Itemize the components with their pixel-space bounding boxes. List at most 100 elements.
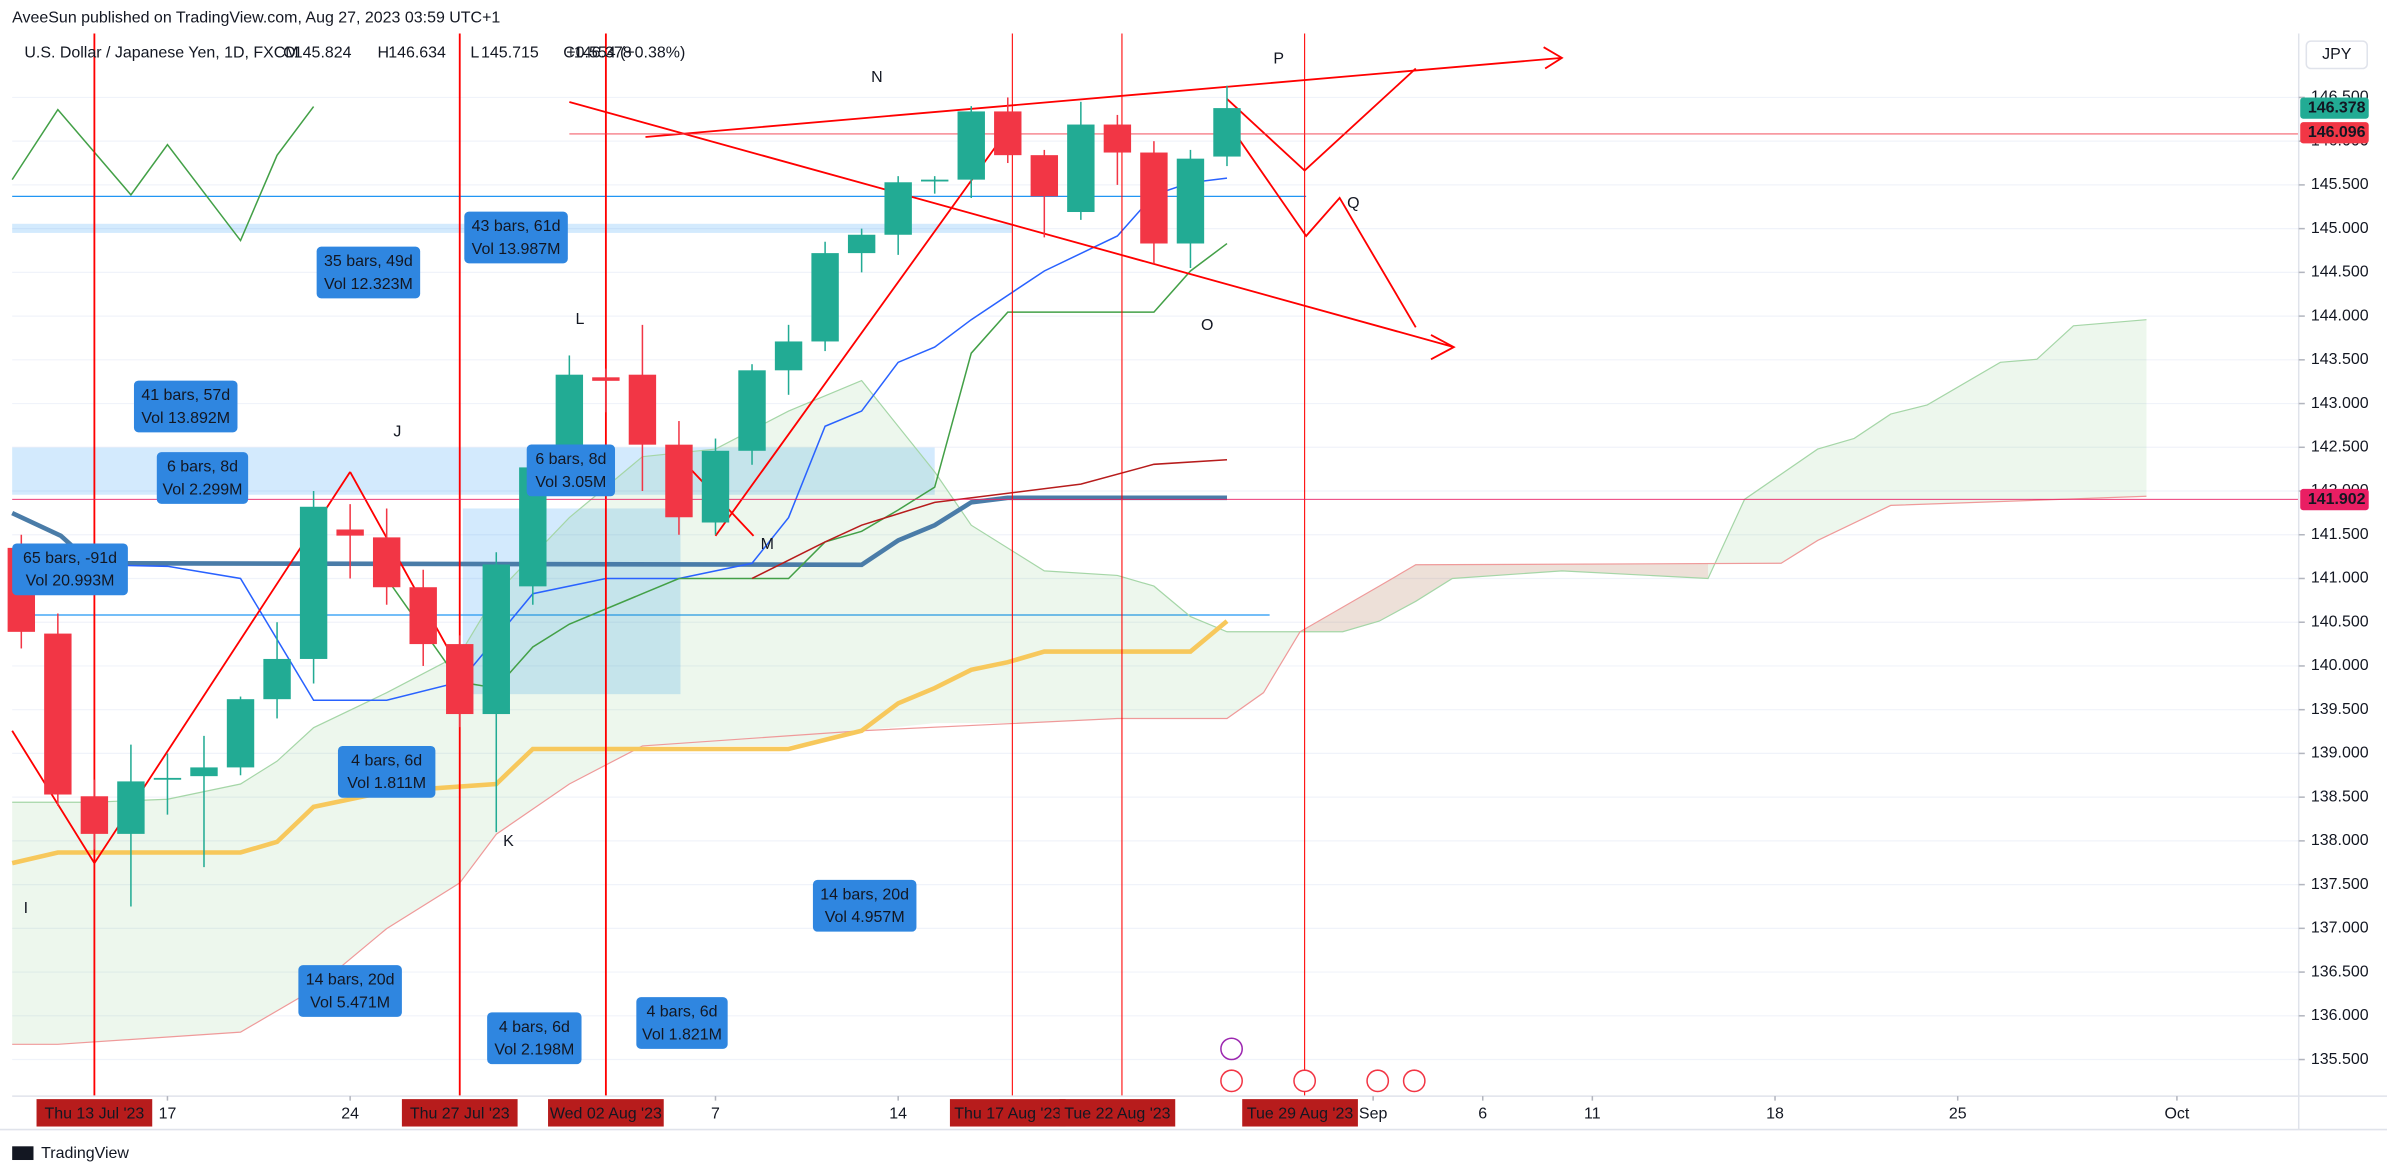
candle-body [957,111,985,180]
candle-body [811,253,839,342]
x-tick-label: 24 [341,1106,359,1123]
y-tick-label: 138.000 [2311,832,2369,849]
candle-body [592,377,620,381]
candle-body [226,699,255,768]
candle [299,491,328,684]
candle-body [482,564,510,715]
ohlc-key: C [563,45,575,62]
range-label: 14 bars, 20d [820,886,909,903]
date-highlight [548,1099,664,1127]
candle [1103,114,1132,185]
x-tick-label: Thu 13 Jul '23 [44,1106,144,1123]
x-tick-label: Tue 29 Aug '23 [1247,1106,1353,1123]
candle-body [1140,152,1168,244]
grid [12,96,2299,1061]
range-box [464,211,568,264]
annotation: J [393,424,401,441]
range-label: 65 bars, -91d [23,550,117,567]
candle-body [1067,124,1095,213]
y-tick-label: 140.000 [2311,657,2369,674]
indicator-line [11,619,1229,866]
y-tick-label: 137.000 [2311,920,2369,937]
y-tick-label: 141.000 [2311,570,2369,587]
ohlc-value: 146.378 [574,45,632,62]
candle [409,569,437,666]
candle [884,176,912,255]
range-box [298,965,402,1017]
date-highlight [1059,1099,1176,1127]
candle-body [299,506,328,659]
x-tick-label: 25 [1949,1106,1967,1123]
price-label: 141.902 [2308,491,2366,508]
y-tick-label: 139.500 [2311,701,2369,718]
candle-body [847,234,876,254]
candle [80,779,109,850]
ohlc-key: H [378,45,390,62]
range-box [12,543,128,596]
candle [1140,141,1168,264]
range-label: 4 bars, 6d [499,1019,570,1036]
candle [592,368,620,413]
range-label: 4 bars, 6d [351,752,422,769]
currency-box[interactable] [2305,40,2368,70]
candle-body [774,341,803,371]
x-tick-label: Oct [2164,1106,2189,1123]
range-volume: Vol 2.198M [494,1042,574,1059]
candle [44,613,72,806]
candle [994,97,1022,164]
candle [1213,85,1241,167]
y-tick-label: 136.500 [2311,963,2369,980]
y-tick-label: 144.500 [2311,264,2369,281]
annotation: L [576,311,585,328]
candle [921,176,949,194]
indicator-line [751,458,1228,580]
x-tick-label: 17 [159,1106,177,1123]
range-box [526,444,616,497]
date-highlight [401,1099,518,1127]
range-volume: Vol 3.05M [535,474,606,491]
price-label: 146.096 [2308,124,2366,141]
x-tick-label: 6 [1478,1106,1487,1123]
cloud-edge [12,319,2147,803]
x-tick-label: 7 [711,1106,720,1123]
candle [263,622,291,719]
candle-body [372,537,401,588]
range-label: 6 bars, 8d [535,451,606,468]
candle-body [665,444,693,518]
price-label-box [2300,97,2369,119]
candle [1030,149,1059,238]
candle-body [884,182,912,235]
annotation: K [503,833,514,850]
candle-body [117,781,145,834]
cloud [12,319,2147,1045]
range-box [156,452,249,504]
ohlc-value: 146.634 [388,45,446,62]
brand: TradingView [41,1145,129,1162]
candle-body [409,587,437,645]
ohlc-key: O [283,45,295,62]
x-tick-label: 14 [889,1106,907,1123]
y-tick-label: 142.500 [2311,439,2369,456]
candle-body [44,633,72,795]
candle-body [80,796,109,834]
candle [1067,101,1095,220]
candle [153,753,182,815]
ohlc-value: 145.715 [481,45,539,62]
candle-body [263,658,291,700]
y-tick-label: 137.500 [2311,876,2369,893]
logo [12,1146,34,1161]
range-label: 6 bars, 8d [167,459,238,476]
range-volume: Vol 20.993M [26,573,115,590]
trend-lines [11,33,2299,1097]
y-tick-label: 141.500 [2311,526,2369,543]
date-highlight [1242,1099,1358,1127]
y-tick-label: 144.000 [2311,307,2369,324]
candle [117,744,145,907]
candle [336,504,364,579]
symbol: U.S. Dollar / Japanese Yen, 1D, FXCM [24,45,298,62]
currency[interactable]: JPY [2322,46,2352,63]
price-label-box [2300,488,2369,511]
range-label: 14 bars, 20d [306,972,395,989]
y-tick-label: 138.500 [2311,788,2369,805]
